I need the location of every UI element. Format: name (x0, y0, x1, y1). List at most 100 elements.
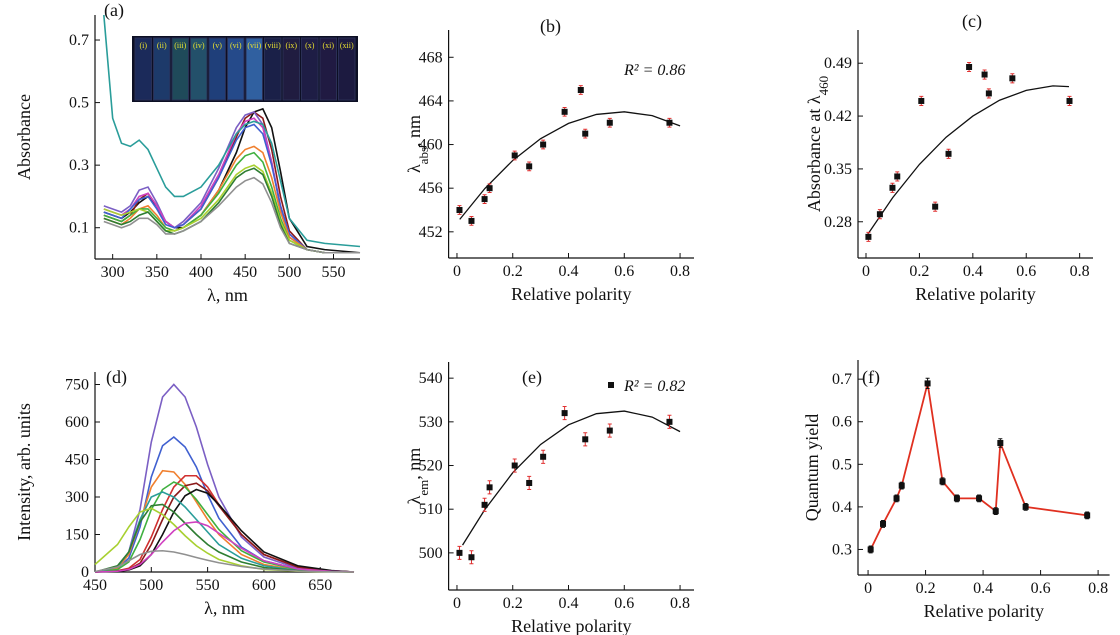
y-tick-label: 520 (419, 458, 443, 475)
marker (606, 427, 613, 434)
marker (894, 173, 901, 180)
annotation: R² = 0.86 (623, 62, 685, 79)
y-tick-label: 456 (419, 180, 443, 197)
marker (666, 119, 673, 126)
inset-label: (vii) (247, 41, 261, 50)
vial (282, 37, 300, 101)
y-tick-label: 0.42 (824, 108, 852, 125)
inset-label: (iv) (193, 41, 205, 50)
x-tick-label: 600 (252, 577, 276, 594)
x-tick-label: 0.2 (503, 595, 523, 612)
vial (190, 37, 208, 101)
panel-label: (a) (104, 0, 124, 21)
x-axis-label: λ, nm (204, 598, 245, 618)
marker (880, 520, 887, 527)
marker (1084, 512, 1091, 519)
marker (966, 63, 973, 70)
inset-label: (v) (213, 41, 223, 50)
vial (227, 37, 245, 101)
x-tick-label: 0.6 (614, 263, 634, 280)
inset-label: (iii) (174, 41, 186, 50)
y-tick-label: 0.5 (832, 456, 852, 473)
marker (481, 501, 488, 508)
panel-label: (f) (862, 367, 880, 388)
series-line (103, 123, 360, 254)
marker (456, 549, 463, 556)
x-axis-label: Relative polarity (924, 601, 1044, 621)
marker (889, 184, 896, 191)
panel: 0 0.2 0.4 0.6 0.8 500 510 520 530 540 Relative pol… (404, 362, 694, 635)
x-axis-label: λ, nm (207, 285, 248, 305)
marker (561, 108, 568, 115)
x-tick-label: 0.2 (909, 263, 929, 280)
marker (540, 141, 547, 148)
inset-label: (xi) (322, 41, 334, 50)
y-tick-label: 0.6 (832, 414, 852, 431)
y-tick-label: 0.4 (832, 499, 852, 516)
x-tick-label: 0 (862, 263, 870, 280)
y-axis-label: λabs, nm (404, 115, 431, 173)
y-tick-label: 530 (419, 414, 443, 431)
vial (171, 37, 189, 101)
marker (924, 380, 931, 387)
y-label-rest: , nm (404, 115, 424, 147)
vial (264, 37, 282, 101)
x-tick-label: 0.4 (963, 263, 983, 280)
x-tick-label: 0.8 (1088, 580, 1108, 597)
vial (301, 37, 319, 101)
y-tick-label: 750 (65, 377, 89, 394)
y-tick-label: 460 (419, 137, 443, 154)
series-line (103, 145, 360, 254)
x-axis-label: Relative polarity (511, 616, 631, 635)
x-tick-label: 0.8 (670, 595, 690, 612)
marker (468, 217, 475, 224)
marker (976, 495, 983, 502)
marker (992, 508, 999, 515)
marker (577, 87, 584, 93)
series-line (103, 111, 360, 254)
marker (582, 436, 589, 443)
x-tick-label: 0.2 (916, 580, 936, 597)
legend-label: R² = 0.82 (623, 378, 685, 395)
y-tick-label: 468 (419, 49, 443, 66)
panel-label: (c) (962, 11, 982, 32)
panel: 300 350 400 450 500 550 0.1 0.3 0.5 0.7 λ, nm Absor… (14, 0, 361, 305)
y-axis-label: Absorbance at λ460 (804, 76, 831, 212)
y-tick-label: 452 (419, 224, 443, 241)
y-tick-label: 600 (65, 414, 89, 431)
y-tick-label: 150 (65, 527, 89, 544)
y-tick-label: 0.5 (69, 95, 89, 112)
y-label-main: Absorbance at λ (804, 95, 824, 212)
fit-curve (459, 111, 681, 220)
y-tick-label: 300 (65, 489, 89, 506)
x-tick-label: 0.4 (973, 580, 993, 597)
marker (1022, 503, 1029, 510)
series-line (94, 503, 355, 573)
marker (486, 185, 493, 192)
x-tick-label: 0.8 (670, 263, 690, 280)
panel: 0 0.2 0.4 0.6 0.8 0.28 0.35 0.42 0.49 Relative po… (804, 11, 1093, 304)
marker (865, 233, 872, 240)
y-label-main: λ (404, 495, 424, 504)
vial (134, 37, 152, 101)
y-tick-label: 0.7 (69, 32, 89, 49)
series-line (103, 110, 360, 254)
y-tick-label: 0.3 (69, 157, 89, 174)
panel-label: (b) (540, 16, 561, 37)
panel-label: (e) (522, 367, 542, 388)
y-label-main: Absorbance (14, 94, 34, 180)
y-label-main: Intensity, arb. units (14, 403, 34, 541)
x-tick-label: 0.6 (1016, 263, 1036, 280)
y-label-main: Quantum yield (802, 414, 822, 521)
series-line (103, 176, 360, 254)
y-axis-label: λem, nm (404, 448, 431, 505)
marker (606, 119, 613, 126)
y-label-sub: abs (416, 147, 431, 164)
x-tick-label: 350 (145, 264, 169, 281)
x-tick-label: 0.8 (1070, 263, 1090, 280)
marker (540, 453, 547, 460)
marker (876, 211, 883, 218)
series-line (869, 383, 1088, 550)
y-label-rest: , nm (404, 448, 424, 480)
